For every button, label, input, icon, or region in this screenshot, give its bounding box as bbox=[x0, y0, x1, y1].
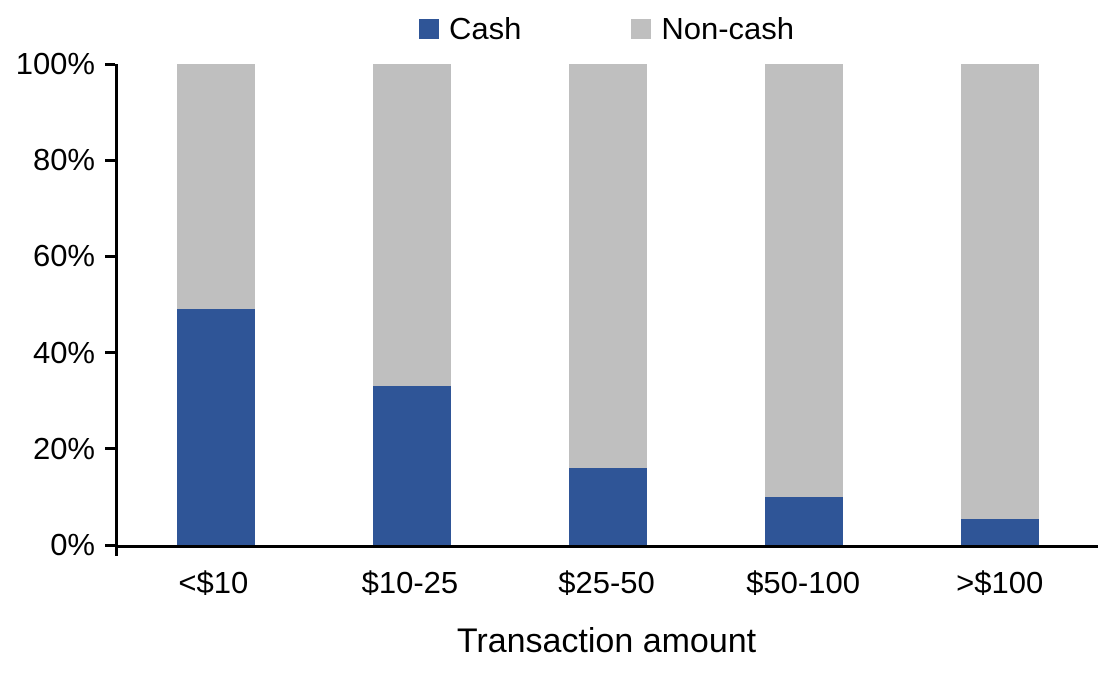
y-axis-tick-label: 80% bbox=[32, 142, 95, 178]
y-axis-tick-label: 20% bbox=[32, 430, 95, 466]
bar-segment-non-cash-50-100 bbox=[765, 64, 843, 497]
bar-segment-cash-10 bbox=[177, 309, 255, 545]
y-axis-tick bbox=[105, 254, 115, 258]
bar-segment-non-cash-25-50 bbox=[569, 64, 647, 469]
bar-50-100 bbox=[765, 64, 843, 545]
bar-25-50 bbox=[569, 64, 647, 545]
bar-slot-10-25 bbox=[314, 64, 510, 545]
bar-slot-25-50 bbox=[510, 64, 706, 545]
legend-item-cash: Cash bbox=[418, 10, 522, 48]
bar-slot-50-100 bbox=[706, 64, 902, 545]
bar-segment-cash-100 bbox=[961, 518, 1039, 545]
bar-segment-non-cash-10 bbox=[177, 64, 255, 310]
x-axis-origin-tick bbox=[115, 545, 118, 556]
bars-region bbox=[118, 64, 1098, 545]
y-axis-tick-label: 100% bbox=[15, 46, 95, 81]
x-axis-labels: <$10 $10-25 $25-50 $50-100 >$100 bbox=[115, 564, 1098, 602]
legend-label-non-cash: Non-cash bbox=[661, 11, 795, 46]
chart-legend: Cash Non-cash bbox=[115, 8, 1098, 50]
y-axis-tick bbox=[105, 62, 115, 66]
y-axis-tick bbox=[105, 447, 115, 451]
bar-slot-100 bbox=[902, 64, 1098, 545]
bar-segment-non-cash-100 bbox=[961, 64, 1039, 519]
y-axis-tick-label: 40% bbox=[32, 334, 95, 370]
legend-swatch-cash-icon bbox=[418, 19, 439, 39]
x-axis-label-10: <$10 bbox=[178, 565, 249, 600]
bar-segment-cash-50-100 bbox=[765, 496, 843, 545]
bar-segment-non-cash-10-25 bbox=[373, 64, 451, 387]
x-axis-label-100: >$100 bbox=[956, 565, 1044, 600]
bar-segment-cash-10-25 bbox=[373, 386, 451, 545]
bar-100 bbox=[961, 64, 1039, 545]
plot-area: 0% 20% 40% 60% 80% 100% bbox=[16, 46, 1098, 562]
x-axis-title: Transaction amount bbox=[456, 622, 757, 660]
legend-item-non-cash: Non-cash bbox=[631, 10, 794, 48]
y-axis-tick bbox=[105, 351, 115, 355]
y-axis-tick-label: 0% bbox=[50, 527, 95, 562]
legend-swatch-non-cash-icon bbox=[631, 19, 652, 39]
y-axis-tick-label: 60% bbox=[32, 238, 95, 274]
y-axis-tick bbox=[105, 543, 115, 547]
bar-slot-10 bbox=[118, 64, 314, 545]
x-axis-label-50-100: $50-100 bbox=[746, 565, 860, 600]
x-axis-label-25-50: $25-50 bbox=[558, 565, 655, 600]
x-axis-label-10-25: $10-25 bbox=[361, 565, 459, 600]
bar-segment-cash-25-50 bbox=[569, 468, 647, 545]
y-axis-tick bbox=[105, 158, 115, 162]
legend-label-cash: Cash bbox=[448, 11, 522, 46]
bar-10-25 bbox=[373, 64, 451, 545]
bar-10 bbox=[177, 64, 255, 545]
